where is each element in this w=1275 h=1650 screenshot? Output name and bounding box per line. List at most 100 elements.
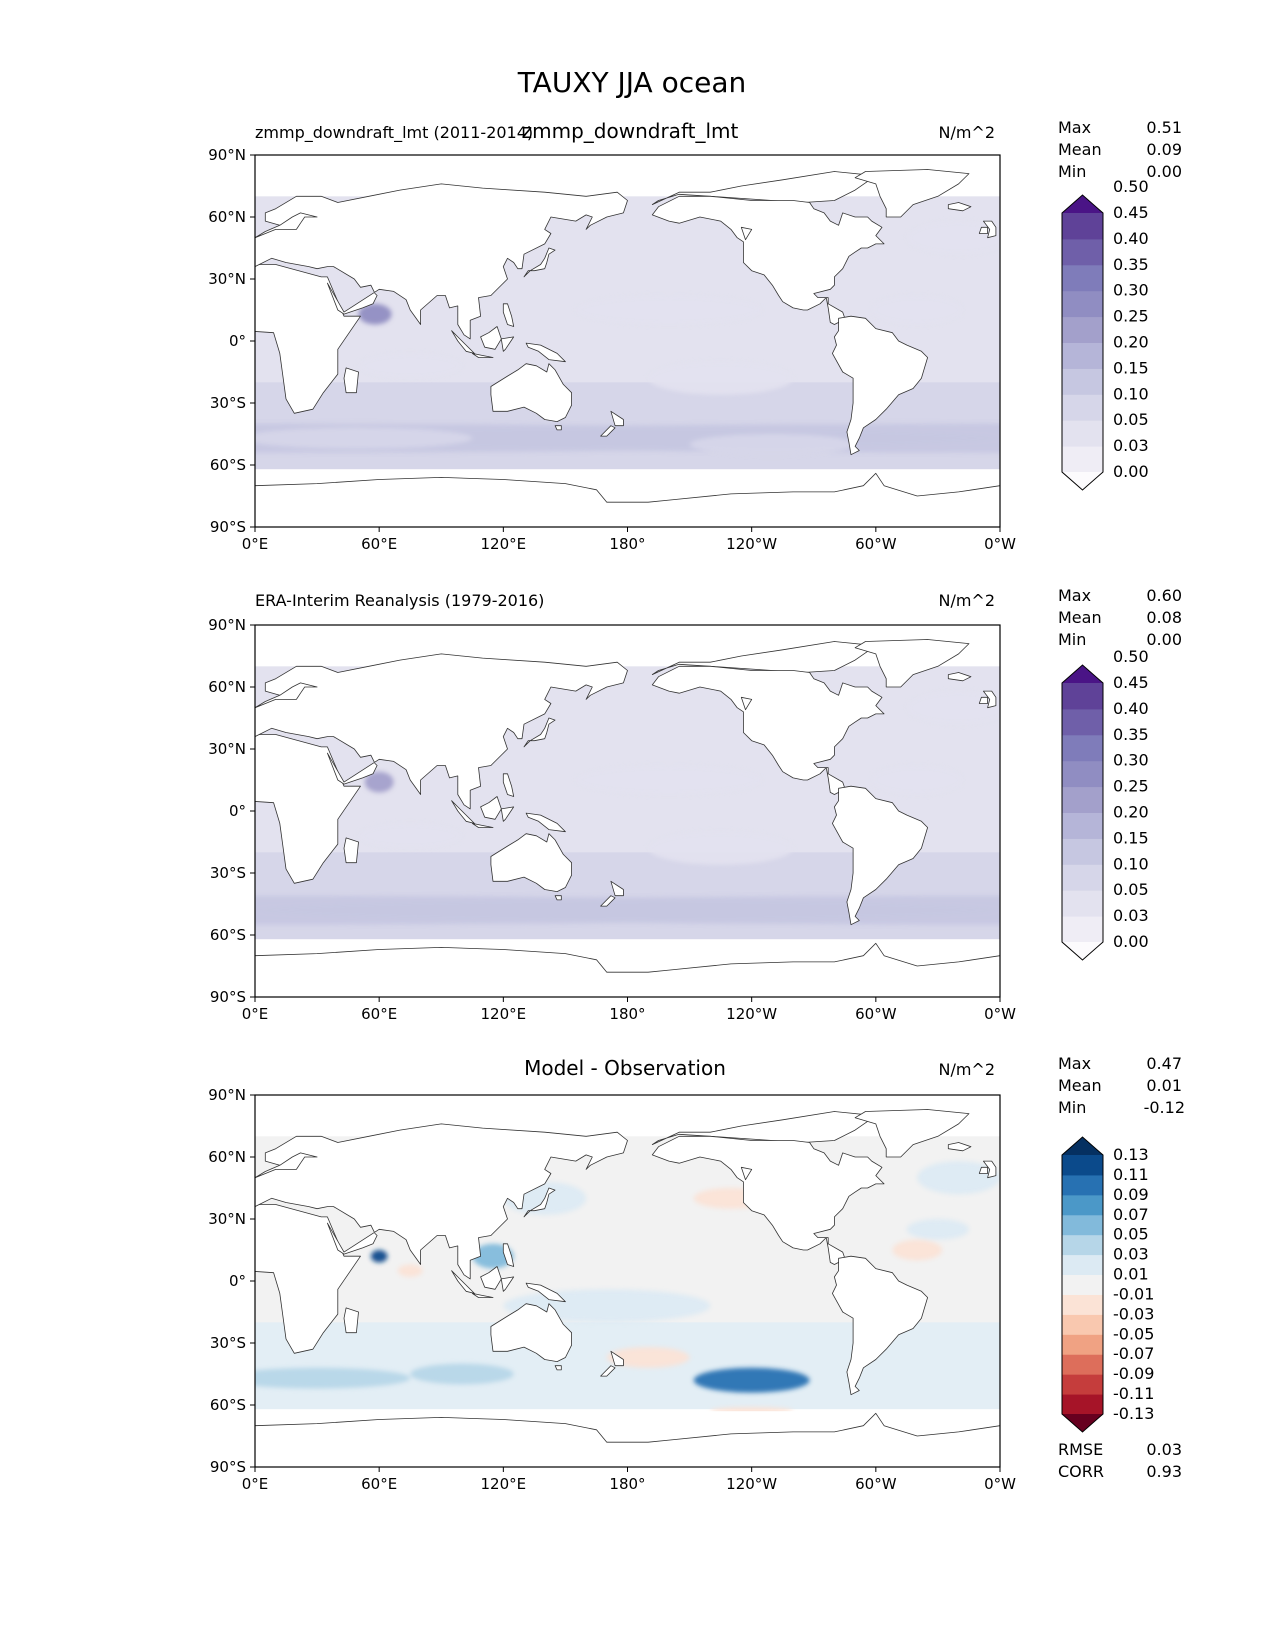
stat-mean-value: 0.08: [1146, 608, 1182, 627]
stat-max-label: Max: [1058, 586, 1091, 605]
landmass: [255, 212, 318, 239]
landmass: [651, 665, 885, 795]
landmass: [610, 410, 624, 427]
stat-mean-value: 0.01: [1146, 1076, 1182, 1095]
y-tick-label: 30°N: [208, 270, 246, 288]
colorbar-label: -0.07: [1113, 1344, 1154, 1363]
map-field: [255, 155, 1000, 527]
colorbar-label: 0.05: [1113, 1225, 1149, 1244]
x-tick-label: 120°E: [481, 1475, 527, 1493]
field-feature: [689, 434, 856, 455]
field-feature: [255, 427, 473, 449]
landmass: [554, 425, 562, 431]
field-feature: [575, 295, 763, 325]
panel-diff: Model - Observation N/m^2 0°E 60°E 120°E 18…: [208, 1054, 1185, 1493]
colorbar-label: 0.03: [1113, 1245, 1149, 1264]
y-tick-label: 30°S: [210, 1334, 246, 1352]
colorbar-segment: [1062, 1194, 1103, 1216]
land: [255, 169, 1000, 527]
landmass: [523, 717, 556, 748]
landmass: [502, 303, 515, 327]
y-tick-label: 90°N: [208, 1086, 246, 1104]
colorbar-extend-top: [1062, 1137, 1103, 1155]
colorbar-segment: [1062, 1394, 1103, 1415]
landmass: [471, 353, 494, 358]
x-tick-label: 60°W: [855, 1475, 897, 1493]
landmass: [525, 1282, 566, 1303]
y-tick-label: 90°N: [208, 616, 246, 634]
corr-label: CORR: [1058, 1462, 1104, 1481]
field-feature: [358, 823, 462, 849]
x-tick-label: 0°W: [984, 1005, 1016, 1023]
y-tick-label: 60°N: [208, 678, 246, 696]
colorbar-label: 0.01: [1113, 1265, 1149, 1284]
colorbar-segment: [1062, 890, 1103, 917]
landmass: [978, 696, 988, 704]
y-tick-label: 60°N: [208, 1148, 246, 1166]
y-tick-label: 30°N: [208, 740, 246, 758]
colorbar-obs: 0.00 0.03 0.05 0.10 0.15 0.20 0.25 0.30 0.35 0.40…: [1061, 647, 1149, 961]
x-tick-label: 120°W: [726, 535, 777, 553]
colorbar-segment: [1062, 316, 1103, 343]
landmass: [255, 1204, 361, 1354]
colorbar-extend-bottom: [1062, 1414, 1103, 1432]
figure-title: TAUXY JJA ocean: [517, 66, 747, 99]
landmass: [651, 641, 877, 675]
colorbar-segment: [1062, 1314, 1103, 1335]
panel-units: N/m^2: [938, 1060, 995, 1079]
landmass: [255, 264, 361, 414]
colorbar-segment: [1062, 734, 1103, 762]
colorbar-segment: [1062, 1354, 1103, 1375]
colorbar-segment: [1062, 1374, 1103, 1395]
stat-min-value: 0.00: [1146, 630, 1182, 649]
stat-max-value: 0.51: [1146, 118, 1182, 137]
landmass: [600, 895, 616, 907]
x-tick-label: 0°E: [242, 1475, 269, 1493]
colorbar-outline: [1061, 1136, 1104, 1433]
field-feature: [606, 1347, 690, 1368]
colorbar-segment: [1062, 1234, 1103, 1256]
landmass: [451, 1270, 475, 1294]
field-feature: [358, 353, 462, 379]
landmass: [255, 1123, 628, 1280]
colorbar-segment: [1062, 238, 1103, 266]
colorbar-outline: [1061, 664, 1104, 961]
landmass: [740, 696, 753, 711]
field-feature: [364, 771, 394, 793]
colorbar-extend-bottom: [1062, 472, 1103, 490]
landmass: [451, 800, 475, 824]
x-tick-label: 60°E: [361, 535, 397, 553]
landmass: [490, 1303, 572, 1362]
colorbar-segment: [1062, 708, 1103, 736]
colorbar-label: 0.30: [1113, 281, 1149, 300]
field-feature: [871, 295, 963, 325]
colorbar-label: 0.30: [1113, 751, 1149, 770]
landmass: [525, 812, 566, 833]
stat-mean-label: Mean: [1058, 140, 1102, 159]
landmass: [600, 1365, 616, 1377]
field-feature: [648, 831, 794, 865]
land: [255, 1109, 1000, 1467]
y-tick-label: 90°S: [210, 988, 246, 1006]
landmass: [740, 226, 753, 241]
stat-min-value: 0.00: [1146, 162, 1182, 181]
stat-mean-label: Mean: [1058, 608, 1102, 627]
landmass: [983, 1160, 997, 1179]
landmass: [343, 1307, 359, 1334]
colorbar-label: 0.25: [1113, 777, 1149, 796]
colorbar-model: 0.00 0.03 0.05 0.10 0.15 0.20 0.25 0.30 0.35 0.40…: [1061, 177, 1149, 491]
colorbar-label: 0.07: [1113, 1205, 1149, 1224]
map-obs: 0°E 60°E 120°E 180° 120°W 60°W 0°W 90°N 60°N 30°N…: [208, 616, 1016, 1023]
colorbar-segment: [1062, 1274, 1103, 1295]
x-tick-label: 120°W: [726, 1005, 777, 1023]
colorbar-segment: [1062, 1254, 1103, 1276]
landmass: [255, 1152, 318, 1179]
map-field: [255, 1095, 1000, 1467]
field-feature: [906, 691, 1000, 725]
landmass: [978, 226, 988, 234]
colorbar-segment: [1062, 1174, 1103, 1196]
field-feature: [693, 1367, 810, 1393]
colorbar-extend-bottom: [1062, 942, 1103, 960]
landmass: [255, 1412, 1000, 1467]
landmass: [255, 942, 1000, 997]
